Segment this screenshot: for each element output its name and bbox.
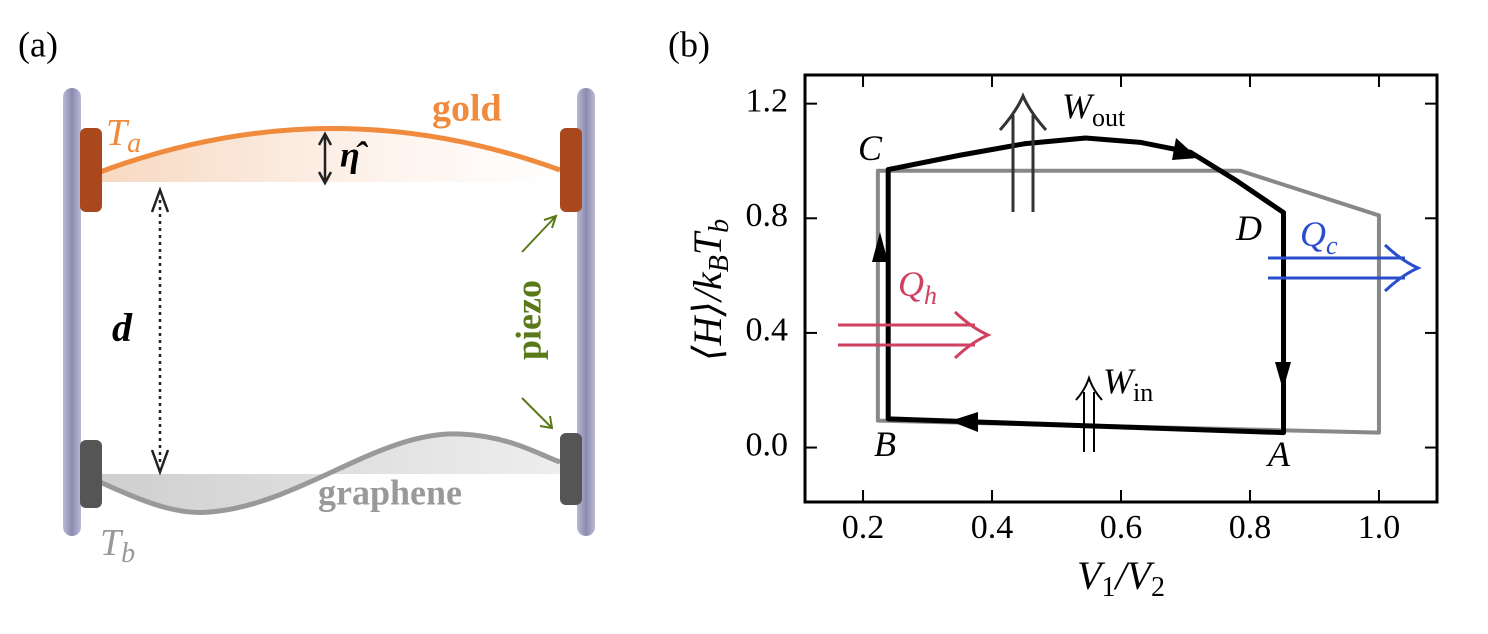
electrode bbox=[80, 128, 102, 212]
label-sub: 1 bbox=[1101, 572, 1115, 603]
gold-label: gold bbox=[432, 88, 502, 130]
annotation: D bbox=[1235, 208, 1262, 248]
annotation: Qc bbox=[1300, 214, 1338, 260]
work-in-arrow bbox=[1075, 374, 1103, 452]
annotation: C bbox=[858, 128, 883, 168]
annotation-text: A bbox=[1266, 434, 1291, 474]
annotation: A bbox=[1266, 434, 1291, 474]
electrode bbox=[560, 433, 582, 505]
left-pillar bbox=[63, 88, 81, 536]
graphene-membrane bbox=[98, 431, 561, 515]
x-axis-label: V1/V2 bbox=[1077, 553, 1165, 603]
annotation-sub: c bbox=[1326, 231, 1338, 260]
electrode bbox=[80, 440, 102, 508]
cycle-line bbox=[885, 135, 1287, 436]
panel-a: (a) η̂ d Ta gold graphene Tb piezo bbox=[18, 24, 595, 569]
x-tick-label: 1.0 bbox=[1358, 509, 1401, 546]
distance-label: d bbox=[112, 305, 133, 350]
piezo-label: piezo bbox=[508, 280, 548, 360]
annotation-text: W bbox=[1103, 361, 1136, 401]
label-part: /V bbox=[1113, 553, 1155, 598]
annotation: B bbox=[874, 424, 896, 464]
annotation-text: C bbox=[858, 128, 883, 168]
annotation: Win bbox=[1103, 361, 1153, 407]
annotation-sub: out bbox=[1092, 103, 1126, 132]
label-sub: B bbox=[704, 255, 735, 272]
annotation-sub: h bbox=[924, 281, 937, 310]
annotation-text: B bbox=[874, 424, 896, 464]
distance-arrowheads bbox=[150, 186, 170, 476]
annotation-sub: in bbox=[1133, 378, 1153, 407]
annotation-text: Q bbox=[1300, 214, 1326, 254]
x-tick-label: 0.8 bbox=[1229, 509, 1272, 546]
annotation-text: D bbox=[1235, 208, 1262, 248]
y-axis-label: ⟨H⟩/kBTb bbox=[685, 219, 735, 361]
cold-temperature: Tb bbox=[100, 522, 135, 570]
y-tick-label: 0.4 bbox=[746, 312, 789, 349]
label-sub: 2 bbox=[1151, 572, 1165, 603]
work-out-arrow bbox=[998, 92, 1048, 212]
heat-in-arrow bbox=[838, 310, 992, 360]
heat-out-arrow bbox=[1268, 243, 1422, 293]
t-symbol: T bbox=[106, 112, 130, 154]
plot: 0.2 0.4 0.6 0.8 1.0 0.0 0.4 0.8 1.2 bbox=[746, 75, 1437, 546]
hot-temperature: Ta bbox=[106, 112, 141, 160]
x-tick-label: 0.6 bbox=[1100, 509, 1143, 546]
electrode bbox=[560, 128, 582, 212]
y-tick-label: 0.0 bbox=[746, 426, 789, 463]
panel-label: (a) bbox=[18, 24, 58, 64]
label-part: ⟨H⟩/k bbox=[685, 271, 730, 361]
gold-membrane bbox=[99, 126, 561, 175]
label-sub: b bbox=[704, 219, 735, 233]
annotation: Wout bbox=[1062, 86, 1126, 132]
t-symbol: T bbox=[100, 522, 124, 564]
annotation: Qh bbox=[898, 264, 937, 310]
x-tick-label: 0.4 bbox=[971, 509, 1014, 546]
t-subscript: a bbox=[127, 128, 141, 159]
graphene-label: graphene bbox=[318, 472, 462, 512]
annotation-text: W bbox=[1062, 86, 1095, 126]
panel-label: (b) bbox=[668, 24, 710, 64]
cycle-line bbox=[875, 168, 1381, 435]
label-part: T bbox=[685, 230, 730, 255]
plot-frame bbox=[803, 73, 1439, 504]
y-tick-label: 1.2 bbox=[746, 82, 789, 119]
x-tick-label: 0.2 bbox=[842, 509, 885, 546]
annotation-text: Q bbox=[898, 264, 924, 304]
piezo-arrows bbox=[521, 214, 558, 430]
t-subscript: b bbox=[121, 538, 135, 569]
label-part: V bbox=[1077, 553, 1106, 598]
eta-arrowheads bbox=[317, 131, 333, 186]
y-tick-label: 0.8 bbox=[746, 197, 789, 234]
